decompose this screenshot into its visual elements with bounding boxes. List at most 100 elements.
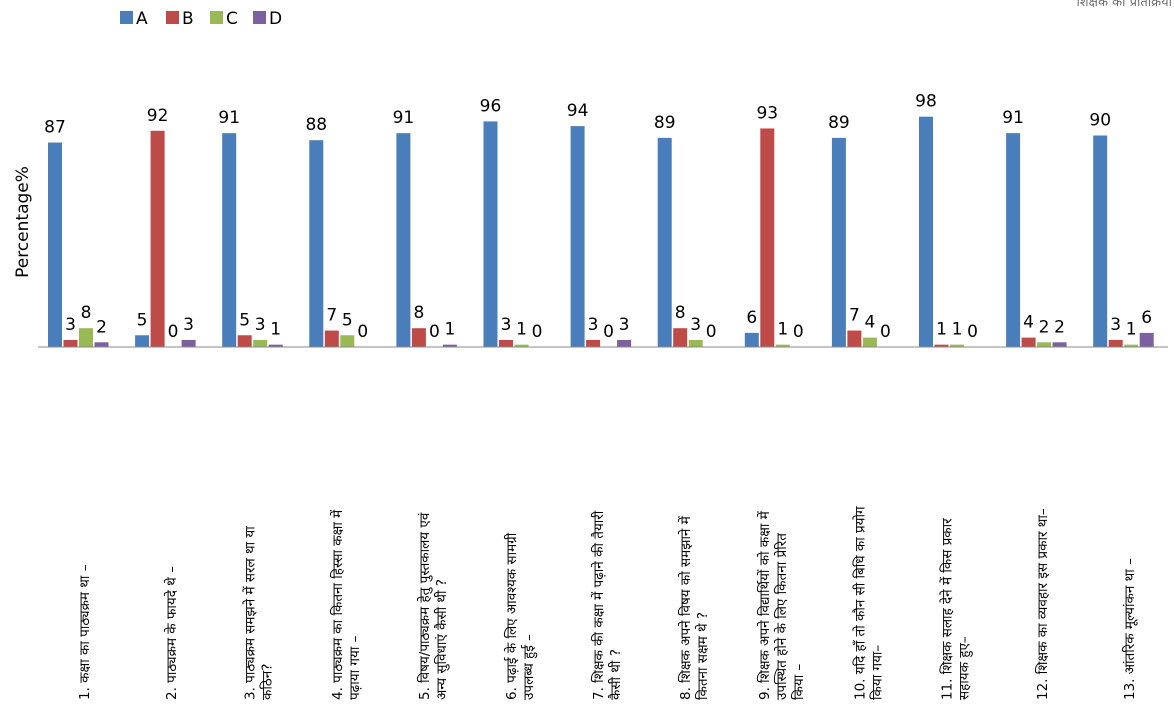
bar-a-12	[1006, 133, 1021, 347]
bar-d-13	[1139, 332, 1154, 347]
category-label-6: 6. पढ़ाई के लिए आवश्यक सामग्री उपलब्ध हुई…	[503, 532, 538, 700]
legend-swatch-a	[120, 11, 133, 24]
data-label-b-5: 8	[413, 303, 424, 323]
category-label-line: 9. शिक्षक अपने विद्यार्थियों को कक्षा मे…	[756, 510, 773, 700]
bar-a-6	[483, 121, 498, 348]
bar-b-6	[499, 339, 513, 347]
bar-c-11	[950, 344, 964, 347]
data-label-a-3: 91	[218, 108, 240, 128]
data-label-c-6: 1	[516, 320, 527, 340]
data-label-c-4: 5	[342, 310, 353, 330]
data-label-a-9: 6	[746, 308, 757, 328]
category-label-line: सहायक हुए–	[957, 636, 974, 700]
data-label-d-12: 2	[1054, 317, 1065, 337]
data-label-d-7: 3	[619, 315, 630, 335]
category-label-line: 1. कक्षा का पाठ्यक्रम था –	[77, 564, 93, 700]
data-label-d-3: 1	[270, 320, 281, 340]
legend-swatch-d	[253, 11, 266, 24]
bar-a-11	[919, 116, 933, 347]
category-label-10: 10. यदि हॉं तो कौन सी बिधि का प्रयोग किया…	[851, 506, 885, 700]
bar-b-9	[760, 128, 775, 347]
bar-a-2	[135, 335, 150, 347]
category-label-1: 1. कक्षा का पाठ्यक्रम था –	[77, 564, 93, 700]
category-label-line: पढ़ाया गया –	[347, 635, 363, 700]
data-label-b-7: 3	[588, 315, 599, 335]
y-axis-label: Percentage%	[13, 166, 33, 278]
data-label-d-2: 3	[183, 315, 194, 335]
bar-a-3	[222, 133, 237, 347]
category-label-line: 5. विषय/पाठ्यक्रम हेतु पुस्तकालय एवं	[416, 512, 433, 700]
data-label-c-11: 1	[952, 320, 963, 340]
legend-swatch-b	[166, 11, 179, 24]
legend-label-b: B	[182, 9, 194, 29]
category-label-line: अन्य सुविधाएं कैसी थी ?	[433, 579, 450, 700]
category-label-11: 11. शिक्षक सलाह देने में किस प्रकार सहायक…	[939, 518, 974, 700]
bar-b-7	[586, 339, 601, 347]
bar-b-2	[150, 130, 165, 347]
legend-label-d: D	[269, 9, 282, 29]
data-label-b-6: 3	[501, 315, 512, 335]
bar-b-13	[1108, 339, 1123, 347]
data-label-b-2: 92	[147, 106, 169, 126]
category-label-line: 4. पाठ्यक्रम का कितना हिस्सा कक्षा में	[329, 509, 346, 700]
bar-d-5	[442, 344, 457, 347]
category-label-13: 13. आंतरिक मूल्यांकन था –	[1121, 558, 1138, 700]
bar-c-4	[340, 335, 355, 347]
data-label-c-1: 8	[81, 303, 92, 323]
category-label-line: किया –	[790, 664, 807, 700]
bar-d-2	[181, 339, 196, 347]
data-label-b-11: 1	[936, 320, 947, 340]
bar-d-12	[1052, 342, 1067, 347]
data-label-a-8: 89	[654, 113, 676, 133]
data-label-a-4: 88	[305, 115, 327, 135]
data-label-d-13: 6	[1141, 308, 1152, 328]
data-label-c-10: 4	[864, 313, 875, 333]
category-label-line: 2. पाठ्यक्रम के फायदे थे –	[163, 566, 180, 700]
category-label-3: 3. पाठ्यक्रम समझने में सरल था या कठिन?	[242, 526, 276, 700]
bar-c-1	[79, 328, 93, 347]
bar-b-3	[237, 335, 252, 347]
bar-d-3	[268, 344, 283, 347]
data-label-b-9: 93	[756, 103, 778, 123]
bar-c-10	[862, 337, 877, 347]
data-label-d-4: 0	[357, 322, 368, 342]
bar-a-13	[1093, 135, 1108, 347]
bar-d-7	[617, 339, 632, 347]
bar-b-12	[1021, 337, 1036, 347]
data-label-a-13: 90	[1089, 111, 1111, 131]
category-label-line: 6. पढ़ाई के लिए आवश्यक सामग्री	[503, 532, 520, 700]
data-label-b-3: 5	[239, 310, 250, 330]
data-label-a-12: 91	[1002, 108, 1024, 128]
legend-label-a: A	[136, 9, 148, 29]
data-label-b-4: 7	[326, 306, 337, 326]
data-label-d-8: 0	[706, 322, 717, 342]
data-label-d-5: 1	[444, 320, 455, 340]
bar-a-8	[657, 137, 672, 347]
data-label-c-7: 0	[603, 322, 614, 342]
legend: A B C D	[120, 9, 282, 29]
bar-c-12	[1037, 342, 1052, 347]
data-label-b-1: 3	[65, 315, 76, 335]
data-label-a-7: 94	[567, 101, 589, 121]
data-label-a-2: 5	[137, 310, 148, 330]
data-label-c-5: 0	[429, 322, 440, 342]
bar-c-6	[514, 344, 529, 347]
bar-b-11	[934, 344, 949, 347]
category-label-line: 8. शिक्षक अपने विषय को समझाने में	[677, 515, 694, 700]
category-label-8: 8. शिक्षक अपने विषय को समझाने में कितना स…	[677, 515, 711, 700]
category-label-2: 2. पाठ्यक्रम के फायदे थे –	[163, 566, 180, 700]
data-label-d-11: 0	[967, 322, 978, 342]
category-label-line: कैसी थी ?	[607, 649, 624, 700]
category-label-12: 12. शिक्षक का व्यवहार इस प्रकार था–	[1034, 508, 1051, 700]
data-label-a-11: 98	[915, 92, 937, 112]
data-label-c-9: 1	[777, 320, 788, 340]
data-label-b-10: 7	[849, 306, 860, 326]
category-label-line: उपस्थित होने के लिए कितना प्रेरित	[773, 533, 790, 700]
data-label-a-1: 87	[44, 118, 66, 138]
bar-c-9	[775, 344, 790, 347]
bar-c-8	[688, 339, 703, 347]
data-label-c-2: 0	[168, 322, 179, 342]
category-label-line: 7. शिक्षक की कक्षा में पढ़ाने की तैयारी	[590, 510, 607, 700]
